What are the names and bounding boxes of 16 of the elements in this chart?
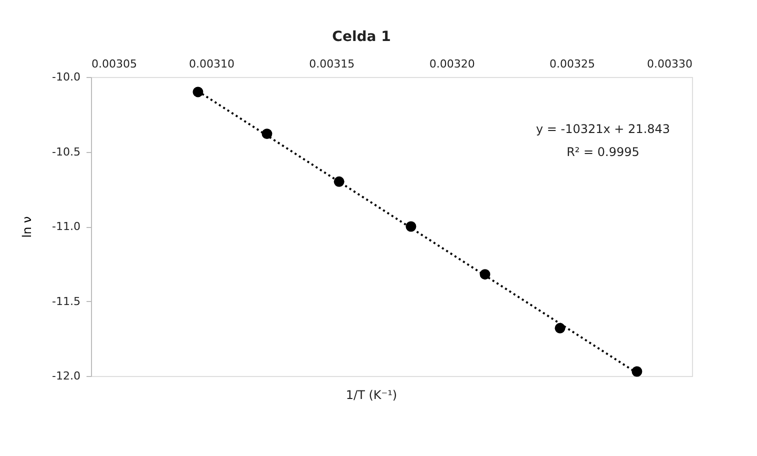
x-tick-label: 0.00320 [429,58,475,70]
chart-title: Celda 1 [332,29,391,45]
x-tick-label: 0.00310 [188,58,234,70]
x-tick-label: 0.00330 [647,58,692,70]
y-tick-label: -11.5 [52,294,80,308]
annotation: y = -10321x + 21.843 [536,122,670,136]
y-tick-label: -10.0 [52,70,80,84]
annotation: R² = 0.9995 [566,145,640,159]
x-tick-label: 0.00325 [550,58,596,70]
y-axis-title: ln ν [20,216,34,238]
y-tick-label: -12.0 [52,370,80,382]
x-axis-title: 1/T (K⁻¹) [346,388,398,402]
x-tick-label: 0.00315 [309,58,355,70]
y-tick-label: -11.0 [52,220,80,233]
y-tick-label: -10.5 [52,145,80,158]
x-tick-label: 0.00305 [92,58,137,70]
